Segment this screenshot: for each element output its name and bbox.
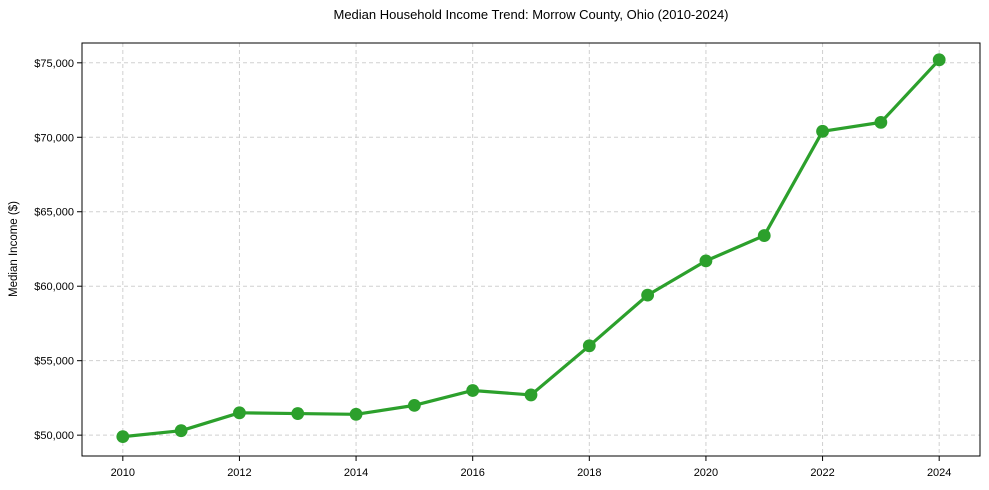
plot-border	[81, 42, 981, 457]
data-point-2017	[524, 388, 538, 402]
data-point-2019	[641, 288, 655, 302]
trend-line	[121, 58, 941, 439]
data-point-2010	[116, 430, 130, 444]
data-point-2013	[291, 407, 305, 420]
y-tick-label: $70,000	[34, 132, 74, 144]
data-point-2021	[757, 229, 771, 242]
data-point-2011	[174, 424, 188, 438]
data-point-2015	[407, 398, 421, 412]
data-point-2022	[816, 124, 829, 138]
data-point-2023	[874, 115, 888, 129]
y-tick-label: $75,000	[34, 58, 74, 70]
x-tick-label: 2016	[460, 467, 484, 479]
x-tick-label: 2014	[344, 467, 368, 479]
data-point-2016	[466, 384, 480, 397]
y-tick-label: $60,000	[34, 281, 74, 293]
data-point-2018	[582, 339, 596, 353]
x-tick-label: 2018	[577, 467, 601, 479]
x-tick-label: 2024	[927, 467, 951, 479]
y-tick-label: $55,000	[34, 356, 74, 368]
data-point-2012	[233, 406, 246, 420]
x-tick-label: 2020	[694, 467, 718, 479]
data-point-2014	[349, 407, 363, 421]
x-tick-label: 2012	[227, 467, 251, 479]
y-tick-label: $65,000	[34, 207, 74, 219]
chart-title: Median Household Income Trend: Morrow Co…	[333, 7, 729, 22]
x-tick-label: 2022	[810, 467, 834, 479]
data-point-2024	[932, 53, 946, 67]
data-point-2020	[699, 254, 713, 268]
x-tick-label: 2010	[111, 467, 135, 479]
y-tick-label: $50,000	[34, 430, 74, 442]
